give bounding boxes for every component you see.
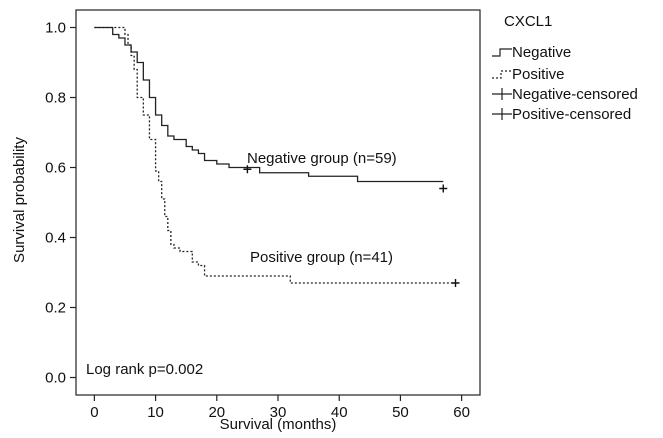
- x-tick-label: 20: [208, 404, 225, 421]
- y-tick-label: 0.4: [45, 230, 66, 247]
- legend-negative-censored-icon: [492, 88, 512, 100]
- legend-entry-negative-censored: Negative-censored: [512, 86, 638, 103]
- legend-positive-censored-icon: [492, 108, 512, 120]
- x-tick-label: 40: [331, 404, 348, 421]
- y-tick-label: 0.0: [45, 370, 66, 387]
- y-tick-label: 1.0: [45, 20, 66, 37]
- y-tick-label: 0.2: [45, 300, 66, 317]
- legend-positive-dashed-icon: [492, 70, 512, 79]
- censor-mark-negative: [439, 184, 448, 193]
- legend-entry-positive: Positive: [512, 66, 565, 83]
- x-tick-label: 10: [147, 404, 164, 421]
- plot-frame: [75, 9, 481, 396]
- x-axis-label: Survival (months): [220, 416, 337, 433]
- annotation-log-rank: Log rank p=0.002: [86, 361, 203, 378]
- legend: CXCL1 Negative Positive Negative-censore…: [492, 13, 638, 123]
- annotation-negative-group: Negative group (n=59): [247, 150, 397, 167]
- plot-axes: 0 10 20 30 40 50 60 0.0 0.2 0.4 0.6 0.8 1.0: [45, 9, 481, 421]
- y-tick-label: 0.8: [45, 90, 66, 107]
- x-tick-label: 60: [453, 404, 470, 421]
- annotation-positive-group: Positive group (n=41): [250, 249, 393, 266]
- legend-entry-positive-censored: Positive-censored: [512, 106, 631, 123]
- censor-mark-positive: [451, 279, 460, 287]
- y-axis-label: Survival probability: [11, 137, 28, 263]
- y-tick-label: 0.6: [45, 160, 66, 177]
- x-tick-label: 0: [90, 404, 98, 421]
- x-tick-label: 50: [392, 404, 409, 421]
- series-layer: [94, 26, 460, 287]
- legend-entry-negative: Negative: [512, 44, 571, 61]
- legend-title: CXCL1: [504, 13, 552, 30]
- censor-mark-negative: [243, 165, 252, 174]
- x-tick-label: 30: [270, 404, 287, 421]
- legend-negative-line-icon: [492, 48, 512, 57]
